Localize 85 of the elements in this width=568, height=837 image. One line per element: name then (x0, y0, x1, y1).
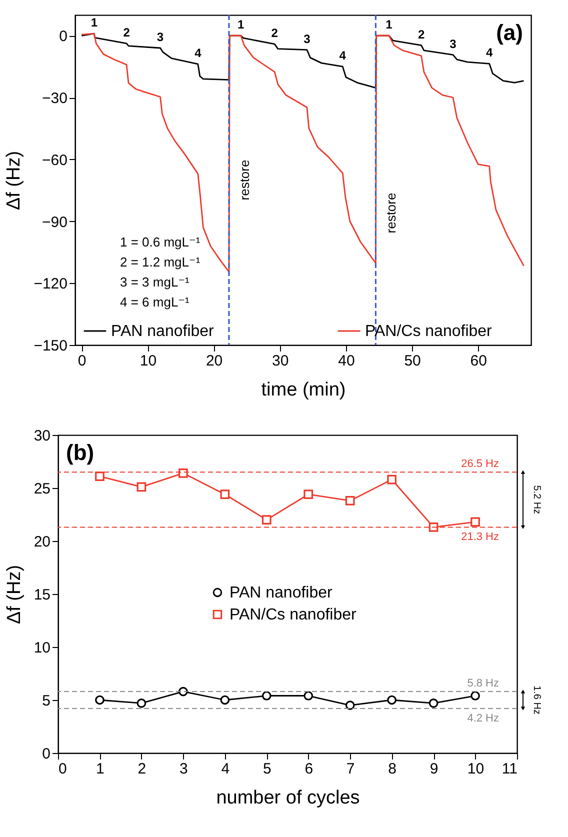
x-tick-label: 3 (180, 760, 188, 778)
point (387, 695, 396, 705)
x-tick-label: 11 (502, 760, 518, 778)
y-tick-label: −150 (34, 338, 68, 354)
annotation: 3 (304, 32, 311, 46)
ref-line-label: 21.3 Hz (461, 531, 499, 544)
point (178, 468, 188, 478)
y-tick-label: 0 (59, 28, 68, 46)
point (345, 700, 355, 710)
point (470, 691, 480, 700)
x-tick-label: 50 (404, 352, 421, 370)
annotation: (a) (496, 20, 523, 45)
annotation: 3 (450, 36, 457, 51)
x-tick-label: 8 (388, 760, 396, 778)
ref-line-label: 5.8 Hz (467, 678, 499, 690)
x-axis-title: number of cycles (216, 788, 360, 808)
ref-line-label: 26.5 Hz (461, 458, 499, 470)
y-tick-label: 0 (42, 746, 50, 762)
annotation: 1 (90, 16, 98, 30)
y-tick-label: −90 (42, 214, 68, 231)
annotation: 1 (238, 18, 245, 32)
x-axis-title: time (min) (261, 380, 346, 400)
annotation: 4 (486, 46, 494, 60)
y-tick-label: 10 (34, 640, 50, 656)
x-tick-label: 20 (206, 352, 223, 370)
annotation: 3 = 3 mgL⁻¹ (120, 274, 190, 290)
point (220, 695, 230, 705)
x-tick-label: 40 (338, 352, 355, 370)
ref-line-label: restore (236, 160, 252, 200)
text: 1.6 Hz (531, 686, 542, 714)
ref-line-label: restore (384, 192, 399, 234)
point (304, 691, 314, 700)
y-axis-title: Δf (Hz) (4, 150, 25, 210)
legend-label: PAN/Cs nanofiber (365, 323, 493, 340)
x-tick-label: 5 (262, 760, 272, 778)
point (345, 496, 355, 506)
y-tick-label: −120 (34, 276, 68, 293)
x-tick-label: 10 (467, 760, 484, 778)
point (262, 691, 272, 700)
y-tick-label: 20 (34, 534, 50, 550)
annotation: 2 (271, 26, 278, 40)
y-tick-label: 5 (42, 692, 50, 710)
annotation: (b) (66, 440, 94, 465)
point (95, 472, 104, 482)
x-tick-label: 9 (430, 760, 438, 778)
point (387, 474, 396, 484)
annotation: 2 = 1.2 mgL⁻¹ (120, 254, 201, 270)
x-tick-label: 60 (470, 352, 487, 370)
point (95, 695, 104, 705)
y-axis-title: Δf (Hz) (4, 564, 25, 624)
point (136, 482, 146, 492)
annotation: 2 (123, 25, 130, 40)
point (220, 490, 230, 500)
x-tick-label: 4 (221, 760, 230, 778)
text: 5.2 Hz (531, 485, 542, 514)
x-tick-label: 1 (96, 760, 104, 778)
point (178, 686, 188, 696)
point (428, 698, 438, 708)
point (136, 698, 146, 708)
ref-line-label: 4.2 Hz (467, 712, 499, 724)
y-tick-label: 30 (34, 428, 50, 444)
x-tick-label: 30 (272, 352, 289, 370)
y-tick-label: 25 (34, 480, 50, 498)
x-tick-label: 10 (140, 352, 157, 370)
annotation: 1 = 0.6 mgL⁻¹ (120, 234, 201, 250)
legend-label: PAN nanofiber (111, 323, 215, 340)
annotation: 3 (156, 30, 164, 44)
x-tick-label: 6 (304, 760, 314, 778)
x-tick-label: 0 (78, 352, 86, 370)
annotation: 1 (386, 18, 393, 32)
point (470, 517, 480, 527)
x-tick-label: 7 (346, 760, 355, 778)
annotation: 4 (339, 48, 346, 63)
y-tick-label: −60 (42, 152, 68, 169)
y-tick-label: −30 (42, 90, 68, 107)
legend-label: PAN nanofiber (229, 584, 334, 602)
y-tick-label: 15 (34, 586, 50, 604)
annotation: 4 (194, 46, 202, 60)
x-tick-label: 2 (138, 760, 146, 778)
point (304, 490, 314, 500)
annotation: 2 (418, 27, 425, 42)
legend-label: PAN/Cs nanofiber (229, 606, 358, 624)
point (262, 515, 272, 524)
point (428, 522, 438, 532)
annotation: 4 = 6 mgL⁻¹ (120, 294, 190, 310)
